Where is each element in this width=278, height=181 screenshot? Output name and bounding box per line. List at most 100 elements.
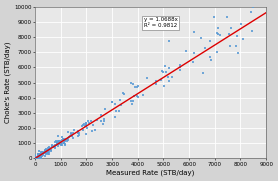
Point	[250, 29, 254, 32]
Point	[120, 92, 125, 94]
Point	[239, 22, 243, 25]
Point	[201, 71, 205, 74]
Point	[113, 116, 117, 119]
Point	[63, 139, 68, 142]
Point	[53, 144, 57, 147]
Point	[36, 153, 40, 156]
Point	[33, 157, 38, 160]
Point	[44, 150, 48, 153]
Point	[65, 137, 69, 140]
Point	[183, 50, 188, 53]
Point	[41, 151, 45, 154]
Point	[144, 76, 149, 79]
Point	[101, 118, 106, 121]
Point	[113, 102, 118, 105]
Point	[41, 151, 46, 153]
Point	[45, 150, 49, 153]
Point	[51, 145, 55, 148]
Point	[38, 154, 42, 157]
Point	[39, 152, 43, 155]
Point	[53, 146, 58, 149]
Point	[34, 157, 39, 160]
Point	[40, 153, 44, 156]
Point	[90, 124, 95, 127]
Point	[46, 153, 51, 156]
Point	[118, 99, 123, 102]
Point	[36, 157, 41, 160]
Point	[33, 154, 38, 157]
Point	[83, 125, 88, 128]
Point	[39, 153, 43, 155]
Point	[251, 6, 255, 9]
Point	[45, 151, 50, 154]
Point	[56, 140, 60, 143]
Point	[37, 152, 42, 155]
Point	[44, 150, 49, 153]
Point	[76, 131, 80, 134]
Point	[48, 147, 53, 150]
Point	[39, 153, 44, 155]
Point	[216, 33, 220, 35]
Point	[52, 146, 57, 149]
Point	[52, 145, 57, 148]
Point	[41, 152, 46, 155]
Text: y = 1.0688x
R² = 0.9812: y = 1.0688x R² = 0.9812	[144, 18, 178, 28]
Point	[61, 138, 66, 141]
Point	[34, 156, 39, 159]
Point	[36, 156, 41, 159]
Point	[64, 137, 69, 140]
Point	[54, 142, 59, 145]
Point	[136, 85, 141, 88]
Point	[46, 150, 51, 153]
X-axis label: Measured Rate (STB/day): Measured Rate (STB/day)	[106, 170, 195, 176]
Point	[66, 130, 70, 133]
Point	[59, 143, 63, 146]
Point	[76, 132, 81, 135]
Point	[57, 142, 62, 144]
Point	[33, 157, 38, 160]
Point	[34, 157, 38, 160]
Point	[81, 129, 85, 131]
Point	[228, 45, 232, 48]
Point	[141, 93, 145, 96]
Point	[41, 151, 46, 154]
Point	[66, 138, 70, 141]
Point	[130, 99, 135, 102]
Y-axis label: Choke's Rate (STB/day): Choke's Rate (STB/day)	[5, 42, 11, 123]
Point	[84, 123, 88, 126]
Point	[34, 157, 38, 160]
Point	[59, 143, 64, 146]
Point	[36, 153, 41, 156]
Point	[46, 145, 51, 148]
Point	[41, 152, 46, 155]
Point	[83, 122, 88, 125]
Point	[89, 120, 93, 123]
Point	[35, 157, 40, 160]
Point	[38, 155, 42, 158]
Point	[70, 135, 74, 138]
Point	[54, 143, 58, 146]
Point	[43, 152, 47, 155]
Point	[102, 107, 107, 110]
Point	[129, 100, 134, 103]
Point	[50, 145, 54, 148]
Point	[35, 157, 40, 160]
Point	[71, 137, 75, 140]
Point	[53, 141, 57, 144]
Point	[44, 148, 49, 151]
Point	[49, 144, 54, 147]
Point	[47, 148, 52, 151]
Point	[80, 124, 84, 127]
Point	[85, 126, 90, 129]
Point	[43, 150, 47, 153]
Point	[215, 27, 220, 30]
Point	[34, 156, 38, 159]
Point	[56, 140, 60, 142]
Point	[227, 33, 232, 35]
Point	[67, 135, 71, 138]
Point	[191, 61, 196, 64]
Point	[44, 148, 49, 151]
Point	[215, 51, 220, 54]
Point	[46, 149, 51, 152]
Point	[68, 134, 72, 137]
